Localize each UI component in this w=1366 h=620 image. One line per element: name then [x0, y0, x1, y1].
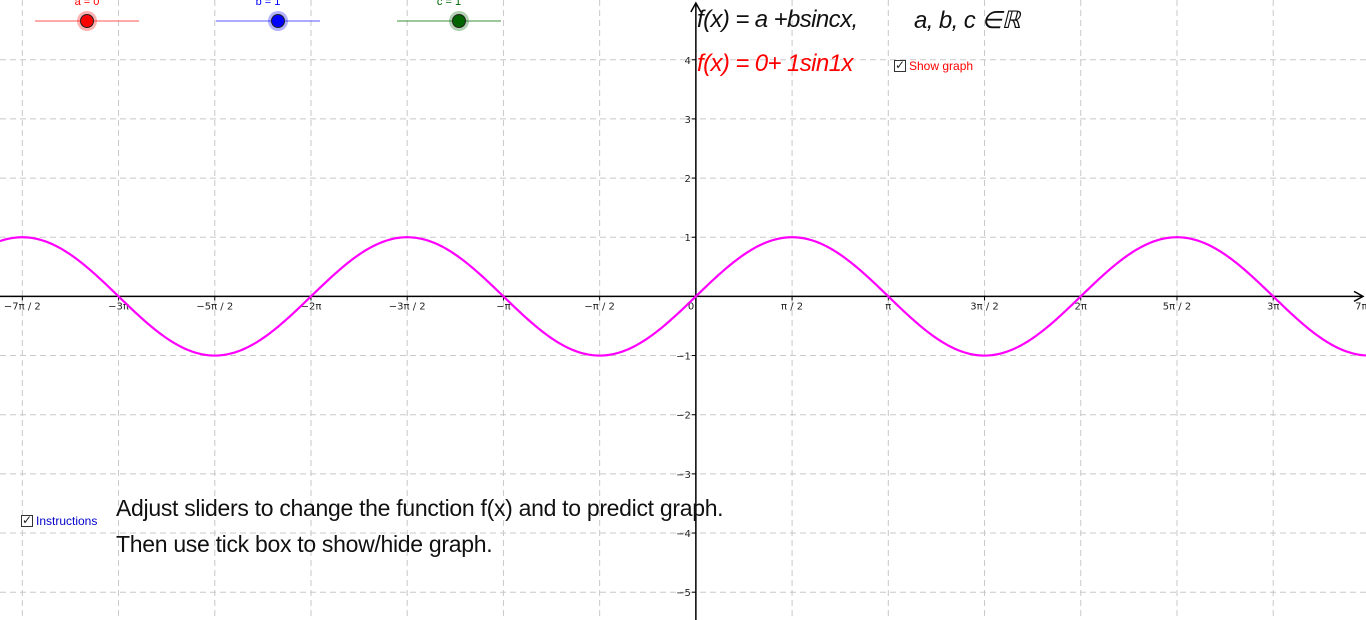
parameter-domain: a, b, c ∈ℝ: [914, 7, 1021, 34]
x-tick-label: π: [885, 301, 891, 312]
y-tick-label: −2: [676, 411, 691, 422]
slider-a-knob[interactable]: [80, 14, 94, 28]
y-tick-label: 3: [684, 115, 690, 126]
sine-curve[interactable]: [0, 236, 1366, 357]
slider-b-label: b = 1: [255, 0, 281, 8]
x-tick-label: 3π / 2: [970, 301, 998, 312]
x-tick-label: 7π / 2: [1355, 301, 1366, 312]
y-axis-arrow: [690, 1, 702, 13]
x-tick-label: −π / 2: [584, 301, 615, 312]
slider-a-label: a = 0: [74, 0, 100, 8]
current-formula: f(x) = 0+ 1sin1x: [697, 50, 853, 77]
slider-a[interactable]: a = 0: [35, 0, 139, 31]
slider-c-label: c = 1: [436, 0, 462, 8]
x-tick-label: 0: [688, 301, 694, 312]
x-tick-label: −3π / 2: [389, 301, 426, 312]
y-tick-label: −3: [676, 470, 691, 481]
instructions-checkbox[interactable]: Instructions: [21, 513, 98, 528]
function-graph[interactable]: [0, 236, 1366, 357]
x-tick-label: −2π: [301, 301, 322, 312]
slider-b[interactable]: b = 1: [216, 0, 320, 31]
slider-c-knob[interactable]: [452, 14, 467, 28]
instructions-line-1: Adjust sliders to change the function f(…: [116, 495, 724, 521]
y-tick-label: 1: [684, 233, 690, 244]
general-formula: f(x) = a +bsincx,: [697, 6, 858, 33]
x-tick-label: −7π / 2: [4, 301, 41, 312]
x-axis-arrow: [1353, 290, 1365, 303]
instructions-label: Instructions: [36, 514, 98, 528]
instructions-box[interactable]: [21, 513, 33, 527]
show-graph-box[interactable]: [894, 58, 906, 72]
show-graph-label: Show graph: [909, 59, 974, 73]
x-tick-label: −3π: [108, 301, 129, 312]
x-tick-label: 3π: [1267, 301, 1279, 312]
slider-c-track[interactable]: [397, 20, 501, 22]
instructions-text: Adjust sliders to change the function f(…: [116, 490, 724, 562]
x-tick-label: −5π / 2: [196, 301, 233, 312]
x-tick-label: π / 2: [781, 301, 803, 312]
y-tick-label: −5: [676, 588, 691, 599]
x-tick-label: 2π: [1075, 301, 1087, 312]
x-tick-label: −π: [496, 301, 510, 312]
slider-c[interactable]: c = 1: [397, 0, 501, 31]
slider-b-track[interactable]: [216, 20, 320, 22]
x-tick-label: 5π / 2: [1163, 301, 1191, 312]
y-tick-label: −1: [676, 352, 691, 363]
instructions-line-2: Then use tick box to show/hide graph.: [116, 531, 493, 557]
y-tick-label: 2: [684, 174, 690, 185]
slider-b-knob[interactable]: [271, 14, 286, 28]
y-tick-label: 4: [684, 56, 690, 67]
show-graph-checkbox[interactable]: Show graph: [894, 58, 974, 73]
y-tick-label: −4: [676, 529, 691, 540]
